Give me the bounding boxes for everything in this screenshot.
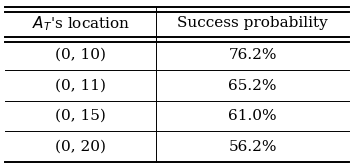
Text: Success probability: Success probability [177,16,328,30]
Text: 65.2%: 65.2% [228,79,277,93]
Text: (0, 15): (0, 15) [56,109,106,123]
Text: $A_T$'s location: $A_T$'s location [32,14,130,33]
Text: (0, 10): (0, 10) [55,48,106,62]
Text: 61.0%: 61.0% [228,109,277,123]
Text: (0, 11): (0, 11) [55,79,106,93]
Text: 56.2%: 56.2% [228,140,277,154]
Text: (0, 20): (0, 20) [55,140,106,154]
Text: 76.2%: 76.2% [228,48,277,62]
